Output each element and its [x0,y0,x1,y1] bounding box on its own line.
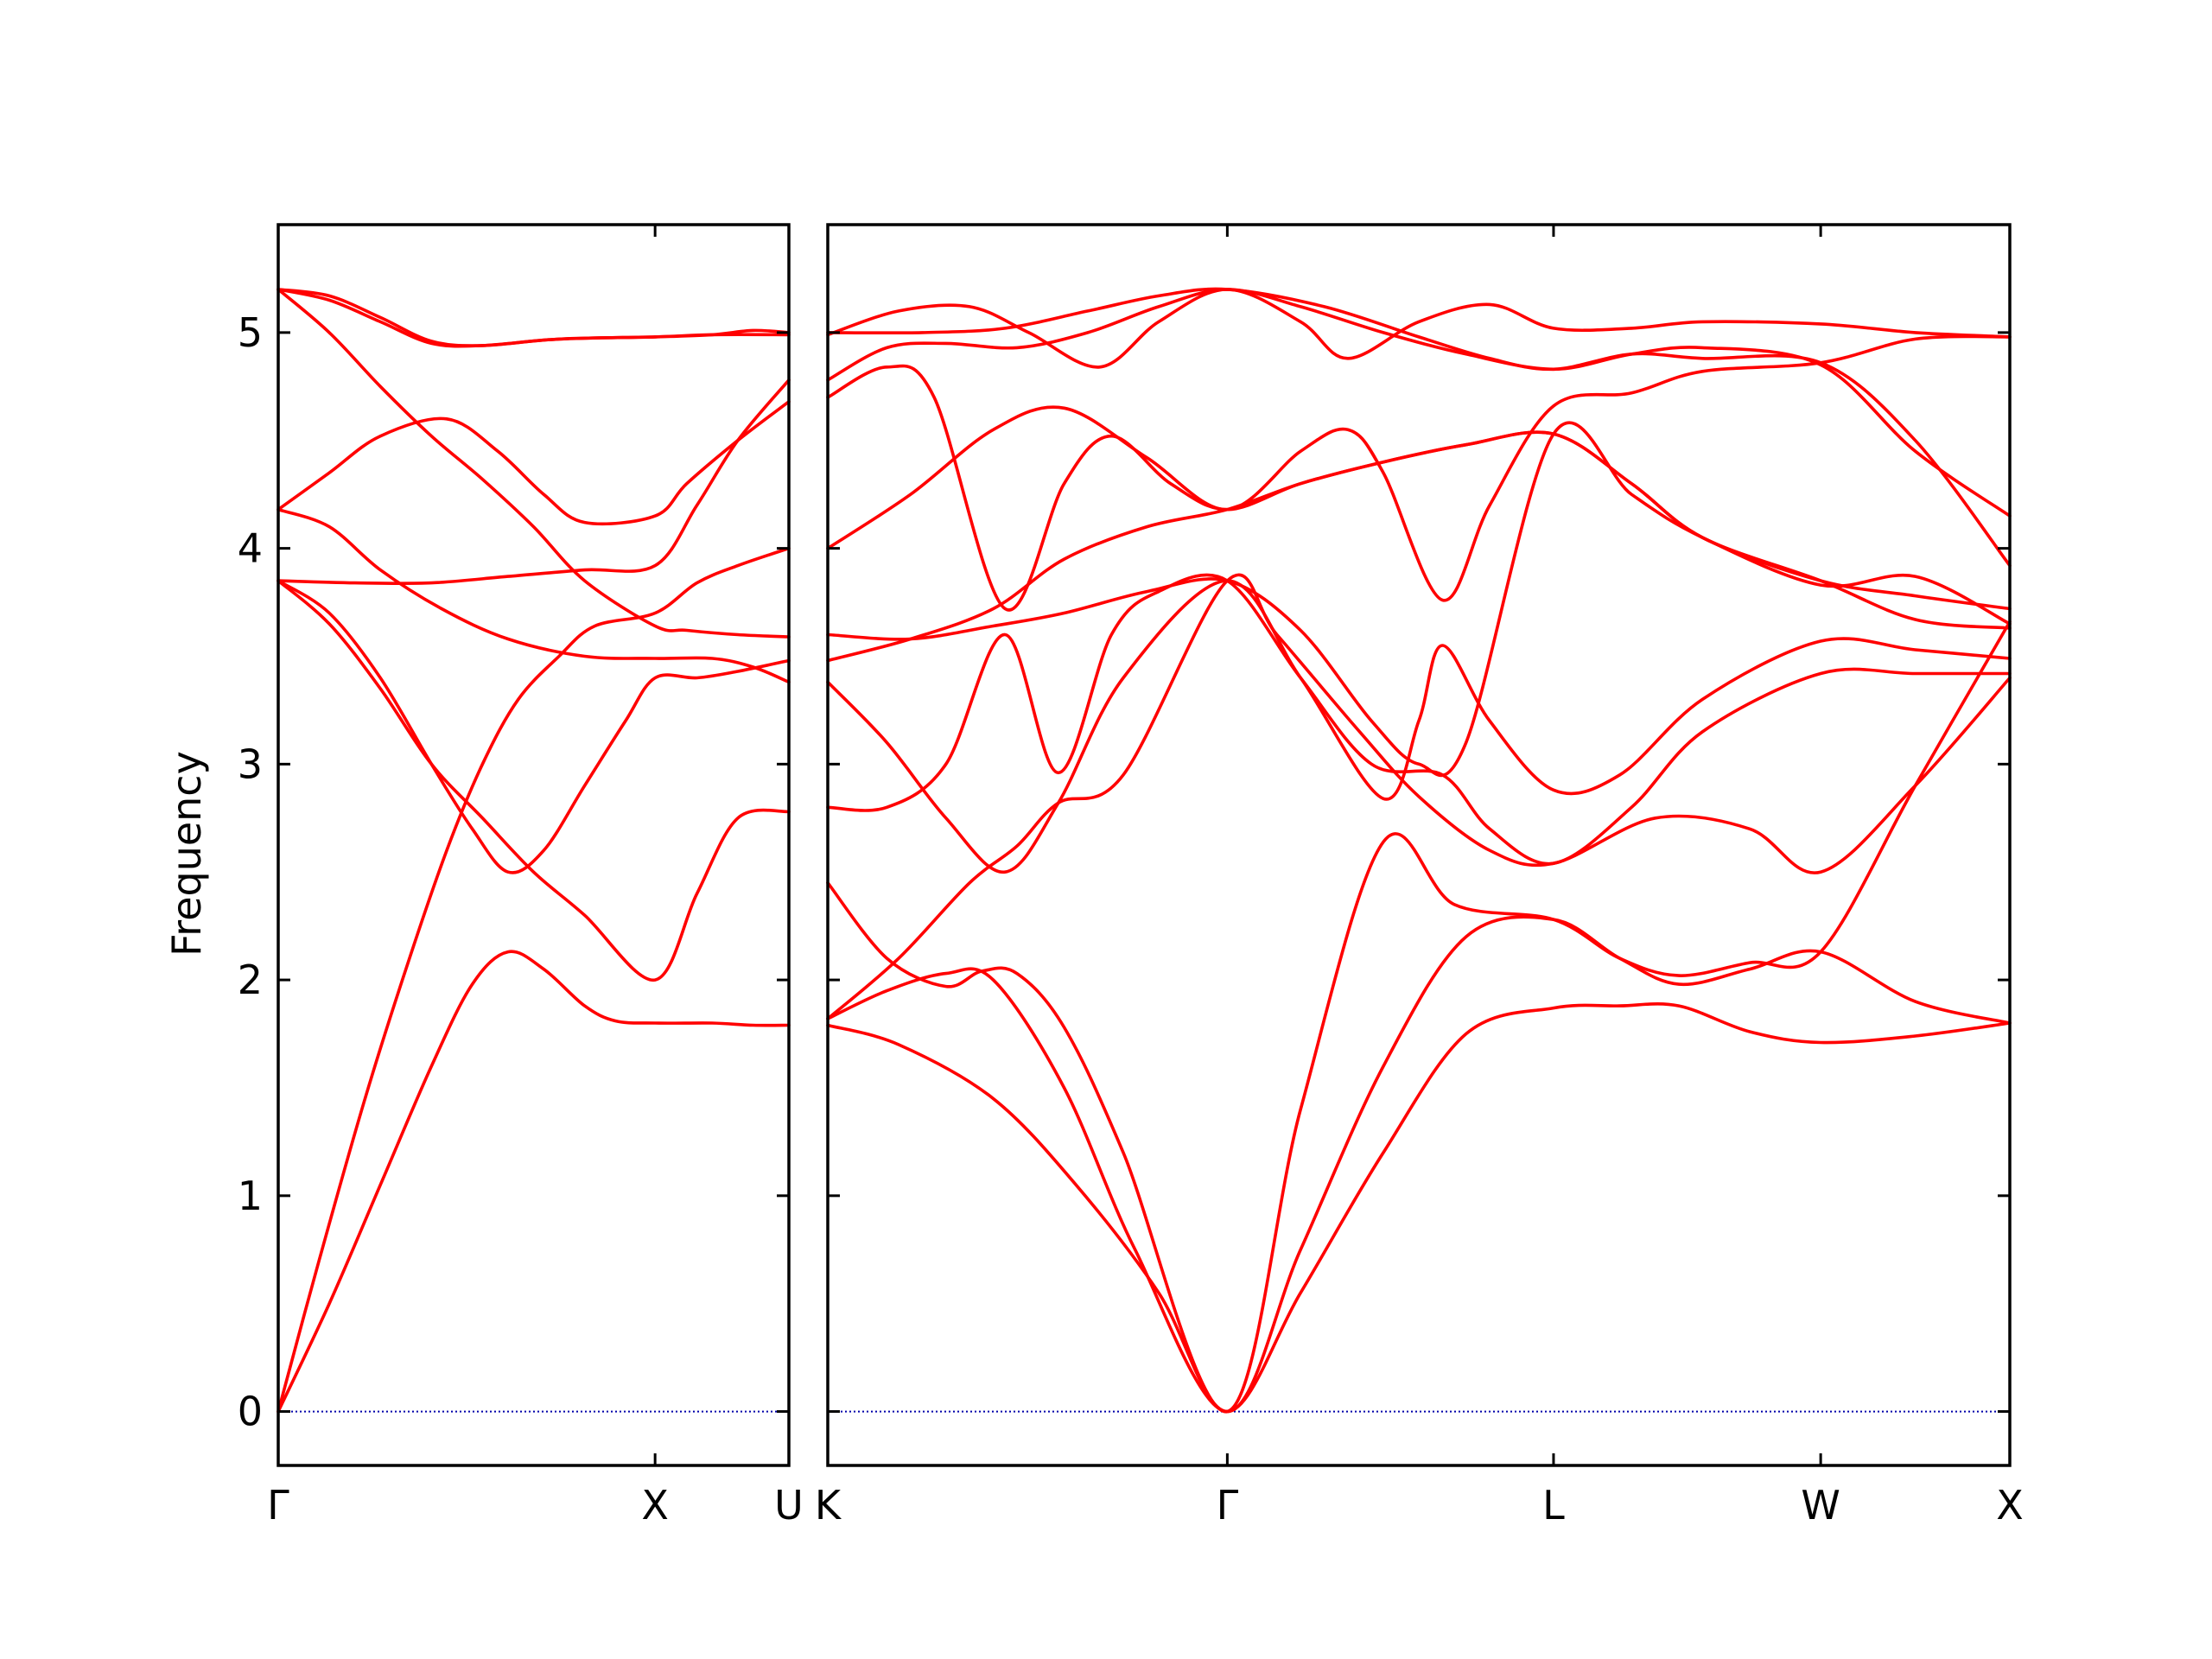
band-line-4 [276,378,791,586]
band-line-9 [826,334,2012,602]
y-axis-label: Frequency [163,751,210,957]
band-line-3 [276,579,791,874]
y-tick-label: 0 [238,1389,263,1435]
band-line-1 [826,1001,2012,1414]
x-tick-label: X [641,1482,669,1529]
band-line-6 [826,573,2012,866]
x-tick-label: L [1542,1482,1565,1529]
band-line-5 [826,579,2012,874]
y-tick-label: 2 [238,957,263,1003]
band-line-10 [826,364,2012,630]
band-line-5 [276,507,791,684]
y-tick-label: 3 [238,741,263,787]
band-line-8 [276,288,791,348]
band-line-7 [826,421,2012,778]
band-line-8 [826,430,2012,663]
y-tick-label: 5 [238,309,263,356]
x-tick-label: Γ [1217,1482,1239,1529]
y-tick-label: 1 [238,1173,263,1219]
x-tick-label: W [1801,1482,1840,1529]
band-line-6 [276,400,791,526]
x-tick-label: Γ [267,1482,289,1529]
y-axis-ticks: 0 1 2 3 4 5 [238,309,263,1435]
band-line-2 [276,950,791,1414]
band-line-13 [826,287,2012,568]
band-line-7 [276,288,791,639]
band-line-9 [276,288,791,347]
x-tick-label: K [815,1482,842,1529]
panel-frame [276,223,791,1467]
band-line-10 [276,579,791,982]
x-tick-label: X [1996,1482,2024,1529]
panel-frame [826,223,2012,1467]
band-line-4 [826,573,2012,1020]
y-tick-label: 4 [238,525,263,572]
band-line-2 [826,915,2012,1414]
band-line-1 [276,546,791,1414]
band-line-3 [826,620,2012,1414]
x-tick-label: U [774,1482,804,1529]
